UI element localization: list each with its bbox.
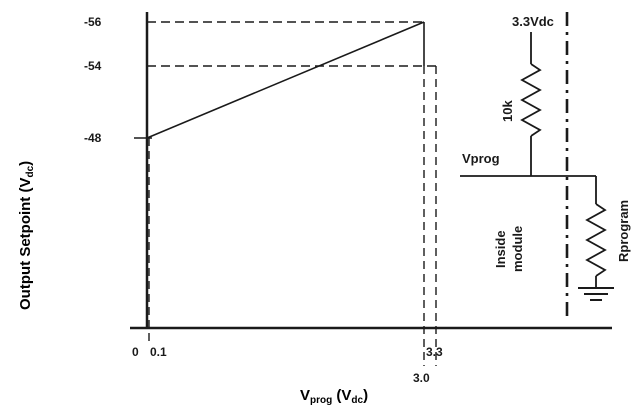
module-label-line2: module	[510, 226, 525, 272]
y-tick-label-56: -56	[84, 15, 102, 29]
x-axis-label: Vprog (Vdc)	[300, 387, 368, 406]
y-tick-label-54: -54	[84, 59, 102, 73]
module-label-line1: Inside	[493, 230, 508, 268]
supply-label: 3.3Vdc	[512, 14, 554, 29]
x-tick-label-3.3: 3.3	[426, 345, 443, 359]
x-tick-label-0.1: 0.1	[150, 345, 167, 359]
series-line	[146, 21, 425, 139]
resistor-10k	[520, 63, 542, 137]
resistor-rprogram	[585, 203, 607, 277]
x-tick-label-0: 0	[132, 345, 139, 359]
rprog-label: Rprogram	[616, 200, 631, 262]
y-tick-label-48: -48	[84, 131, 102, 145]
node-label: Vprog	[462, 151, 500, 166]
resistor-label: 10k	[500, 100, 515, 122]
y-axis-label: Output Setpoint (Vdc)	[17, 161, 36, 310]
x-tick-label-3.0: 3.0	[413, 371, 430, 385]
